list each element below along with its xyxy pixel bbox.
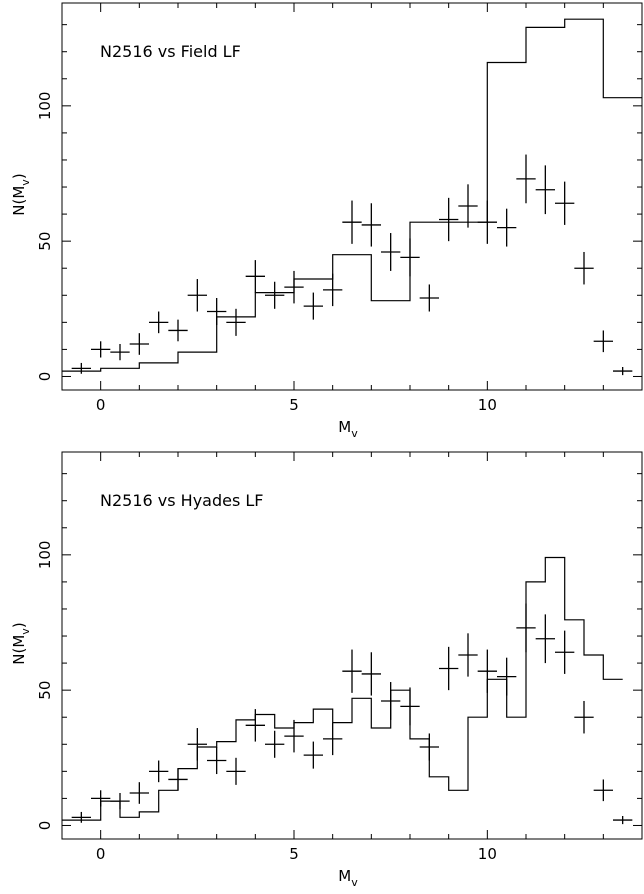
y-tick-label: 0: [36, 821, 54, 831]
data-point: [593, 330, 613, 353]
y-tick-label: 50: [36, 681, 54, 700]
data-point: [535, 165, 555, 215]
data-point: [265, 281, 285, 309]
y-tick-label: 100: [36, 541, 54, 570]
data-point: [71, 362, 91, 374]
data-point: [168, 319, 188, 342]
data-point: [419, 733, 439, 761]
data-point: [284, 270, 304, 304]
y-axis-label: N(Mv): [10, 173, 32, 215]
y-axis-label-sub: v: [19, 628, 32, 635]
data-point: [129, 782, 149, 804]
data-point: [187, 279, 207, 312]
x-tick-label: 0: [96, 396, 106, 414]
data-point: [342, 200, 362, 244]
data-point: [303, 741, 323, 769]
panel-annotation: N2516 vs Field LF: [100, 42, 241, 61]
x-axis-label-main: M: [338, 418, 351, 436]
y-axis-label-main: N(M: [10, 186, 28, 216]
data-point: [110, 792, 130, 810]
plot-frame: [61, 2, 643, 391]
x-axis-label: Mv: [338, 418, 358, 440]
data-point: [516, 154, 536, 204]
data-point: [71, 811, 91, 823]
data-point: [226, 757, 246, 785]
data-point: [439, 646, 459, 691]
data-point: [265, 730, 285, 758]
x-tick-label: 5: [289, 396, 299, 414]
data-point: [323, 722, 343, 756]
model-histogram: [62, 18, 642, 372]
y-tick-label: 0: [36, 372, 54, 382]
data-point: [245, 260, 265, 293]
data-point: [477, 200, 497, 244]
data-point: [613, 366, 633, 376]
data-point: [574, 251, 594, 285]
data-point: [149, 311, 169, 334]
x-axis-label-main: M: [338, 867, 351, 885]
data-point: [168, 768, 188, 791]
data-point: [555, 630, 575, 674]
y-axis-label-sub: v: [19, 179, 32, 186]
x-tick-label: 0: [96, 845, 106, 863]
data-point: [419, 284, 439, 312]
panel-annotation: N2516 vs Hyades LF: [100, 491, 264, 510]
data-point: [400, 687, 420, 726]
y-axis-label-main: N(M: [10, 635, 28, 665]
y-axis-label-close: ): [10, 173, 28, 179]
data-point: [516, 603, 536, 653]
data-point: [574, 700, 594, 734]
model-histogram: [62, 556, 623, 821]
data-point: [110, 343, 130, 361]
x-tick-label: 5: [289, 845, 299, 863]
y-axis-label: N(Mv): [10, 622, 32, 664]
data-point: [207, 297, 227, 326]
x-axis-label: Mv: [338, 867, 358, 889]
data-point: [91, 790, 111, 807]
data-point: [207, 746, 227, 775]
data-point: [613, 815, 633, 825]
data-point: [458, 184, 478, 228]
x-axis-label-sub: v: [351, 876, 358, 889]
data-point: [187, 728, 207, 761]
data-point: [91, 341, 111, 358]
y-tick-label: 100: [36, 92, 54, 121]
data-point: [477, 649, 497, 693]
data-point: [129, 333, 149, 355]
data-point: [361, 652, 381, 696]
data-point: [342, 649, 362, 693]
plot-frame: [61, 451, 643, 840]
x-tick-label: 10: [478, 396, 497, 414]
data-point: [535, 614, 555, 664]
x-axis-label-sub: v: [351, 427, 358, 440]
data-point: [497, 657, 517, 696]
data-point: [381, 233, 401, 271]
data-point: [226, 308, 246, 336]
data-point: [245, 709, 265, 742]
data-point: [439, 197, 459, 242]
data-point: [284, 719, 304, 753]
x-tick-label: 10: [478, 845, 497, 863]
data-point: [149, 760, 169, 783]
y-axis-label-close: ): [10, 622, 28, 628]
data-point: [361, 203, 381, 247]
data-point: [323, 273, 343, 307]
data-point: [593, 779, 613, 802]
data-point: [497, 208, 517, 247]
data-point: [400, 238, 420, 277]
y-tick-label: 50: [36, 232, 54, 251]
data-point: [555, 181, 575, 225]
data-point: [381, 682, 401, 720]
data-point: [303, 292, 323, 320]
data-point: [458, 633, 478, 677]
